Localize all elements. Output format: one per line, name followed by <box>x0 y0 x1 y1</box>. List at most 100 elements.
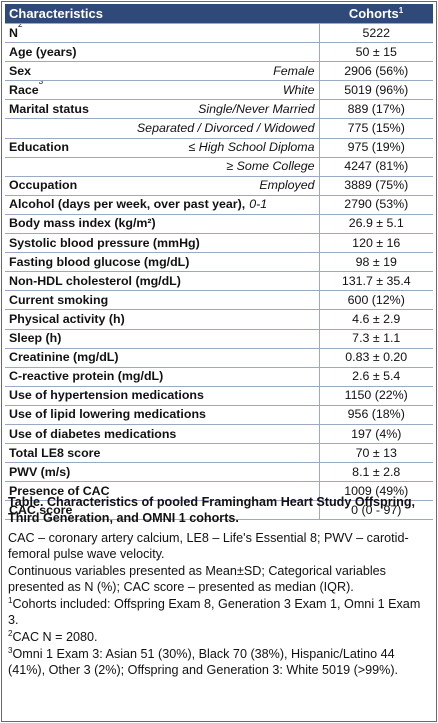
row-label: Systolic blood pressure (mmHg) <box>9 235 200 250</box>
row-value: 889 (17%) <box>318 99 433 120</box>
table-row: Sex Female 2906 (56%) <box>5 61 433 82</box>
footnote: 1Cohorts included: Offspring Exam 8, Gen… <box>8 596 432 628</box>
row-label: Creatinine (mg/dL) <box>9 350 119 365</box>
row-label-cell: Current smoking <box>5 290 319 311</box>
row-label: Race <box>9 82 39 97</box>
table-row: Separated / Divorced / Widowed 775 (15%) <box>5 118 433 139</box>
row-label-cell: Presence of CAC <box>5 481 319 502</box>
row-label: Body mass index (kg/m²) <box>9 216 156 231</box>
footnote-mark: 3 <box>8 646 13 655</box>
row-value: 956 (18%) <box>318 405 433 425</box>
table-row: Physical activity (h) 4.6 ± 2.9 <box>5 309 433 330</box>
table-row: Total LE8 score 70 ± 13 <box>5 443 433 464</box>
footnote-mark: 1 <box>8 596 13 605</box>
row-label-cell: Alcohol (days per week, over past year),… <box>5 195 319 215</box>
row-value: 4.6 ± 2.9 <box>318 309 433 330</box>
row-label: Use of hypertension medications <box>9 388 204 403</box>
row-label: PWV (m/s) <box>9 464 71 479</box>
table-body: N 2 5222 Age (years) 50 ± 15 Sex Female 2906 (5… <box>5 23 433 521</box>
row-value: 5019 (96%) <box>318 80 433 101</box>
row-label-cell: Body mass index (kg/m²) <box>5 214 319 235</box>
table-row: Education ≤ High School Diploma 975 (19%) <box>5 138 433 158</box>
table-header-row: Characteristics Cohorts1 <box>5 4 433 24</box>
row-label: Sleep (h) <box>9 331 62 346</box>
row-value: 197 (4%) <box>318 424 433 445</box>
table-row: Race 3 White 5019 (96%) <box>5 80 433 101</box>
row-value: 1009 (49%) <box>318 481 433 502</box>
row-label-cell: Occupation Employed <box>5 176 319 196</box>
table-row: Age (years) 50 ± 15 <box>5 42 433 63</box>
table-row: ≥ Some College 4247 (81%) <box>5 157 433 177</box>
row-label: Sex <box>9 63 32 78</box>
row-category: Single/Never Married <box>198 101 315 116</box>
footnote-mark: 2 <box>8 629 13 638</box>
row-label: Presence of CAC <box>9 483 110 498</box>
row-value: 26.9 ± 5.1 <box>318 214 433 235</box>
row-label-cell: Use of lipid lowering medications <box>5 405 319 425</box>
row-label: Age (years) <box>9 44 77 59</box>
header-cohorts-footnote-mark: 1 <box>398 6 404 15</box>
row-label-cell: Physical activity (h) <box>5 309 319 330</box>
table-row: Use of lipid lowering medications 956 (18… <box>5 405 433 425</box>
row-category: Female <box>273 63 315 78</box>
row-category: ≥ Some College <box>226 159 315 174</box>
row-value: 2.6 ± 5.4 <box>318 367 433 387</box>
row-value: 4247 (81%) <box>318 157 433 177</box>
row-value: 8.1 ± 2.8 <box>318 462 433 483</box>
row-label-cell: Age (years) <box>5 42 319 63</box>
table-row: CAC score 0 (0 - 97) <box>5 500 433 521</box>
row-label: N <box>9 25 18 40</box>
row-value: 0 (0 - 97) <box>318 500 433 521</box>
row-value: 600 (12%) <box>318 290 433 311</box>
footnote-text: Cohorts included: Offspring Exam 8, Gene… <box>8 597 421 627</box>
row-value: 120 ± 16 <box>318 233 433 254</box>
row-label-cell: ≥ Some College <box>5 157 319 177</box>
row-value: 975 (19%) <box>318 138 433 158</box>
row-value: 775 (15%) <box>318 118 433 139</box>
row-value: 70 ± 13 <box>318 443 433 464</box>
table-row: N 2 5222 <box>5 23 433 44</box>
footnote: 2CAC N = 2080. <box>8 629 432 645</box>
caption-abbreviations: CAC – coronary artery calcium, LE8 – Lif… <box>8 531 409 561</box>
row-label-cell: Fasting blood glucose (mg/dL) <box>5 252 319 273</box>
row-label: Use of lipid lowering medications <box>9 407 206 422</box>
table-row: Occupation Employed 3889 (75%) <box>5 176 433 196</box>
row-value: 131.7 ± 35.4 <box>318 271 433 292</box>
row-label: Current smoking <box>9 292 109 307</box>
header-characteristics: Characteristics <box>5 4 319 24</box>
row-category: White <box>282 82 315 97</box>
table-row: Presence of CAC 1009 (49%) <box>5 481 433 502</box>
header-cohorts-label: Cohorts <box>348 6 399 21</box>
row-label: C-reactive protein (mg/dL) <box>9 369 164 384</box>
row-label-cell: Sex Female <box>5 61 319 82</box>
row-value: 98 ± 19 <box>318 252 433 273</box>
row-value: 0.83 ± 0.20 <box>318 348 433 368</box>
row-label-cell: Non-HDL cholesterol (mg/dL) <box>5 271 319 292</box>
row-label: Marital status <box>9 101 89 116</box>
table-row: Creatinine (mg/dL) 0.83 ± 0.20 <box>5 348 433 368</box>
row-label-cell: CAC score <box>5 500 319 521</box>
row-value: 5222 <box>318 23 433 44</box>
row-label: Occupation <box>9 178 78 193</box>
row-value: 3889 (75%) <box>318 176 433 196</box>
characteristics-table: Characteristics Cohorts1 N 2 5222 Age (year… <box>5 4 433 521</box>
row-label: Use of diabetes medications <box>9 426 177 441</box>
row-value: 2906 (56%) <box>318 61 433 82</box>
row-label-cell: Separated / Divorced / Widowed <box>5 118 319 139</box>
row-label-cell: PWV (m/s) <box>5 462 319 483</box>
table-row: Body mass index (kg/m²) 26.9 ± 5.1 <box>5 214 433 235</box>
footnotes: 1Cohorts included: Offspring Exam 8, Gen… <box>8 596 432 678</box>
row-label-cell: Sleep (h) <box>5 329 319 349</box>
table-row: Non-HDL cholesterol (mg/dL) 131.7 ± 35.4 <box>5 271 433 292</box>
row-label: Non-HDL cholesterol (mg/dL) <box>9 273 181 288</box>
row-label-cell: Use of hypertension medications <box>5 386 319 406</box>
table-row: Use of hypertension medications 1150 (22%… <box>5 386 433 406</box>
row-label-cell: Systolic blood pressure (mmHg) <box>5 233 319 254</box>
table-row: Systolic blood pressure (mmHg) 120 ± 16 <box>5 233 433 254</box>
row-value: 50 ± 15 <box>318 42 433 63</box>
row-label: Education <box>9 140 69 155</box>
row-inline-category: 0-1 <box>249 197 268 212</box>
row-label: Total LE8 score <box>9 445 101 460</box>
row-label: CAC score <box>9 502 73 517</box>
